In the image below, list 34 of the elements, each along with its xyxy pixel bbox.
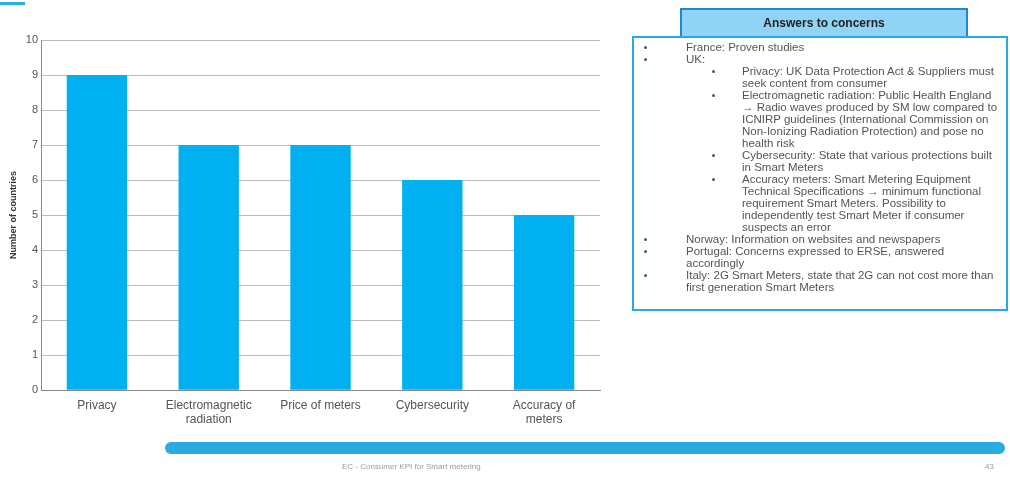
y-tick-label: 3 — [31, 278, 39, 291]
text: Italy: 2G Smart Meters, state that 2G can not cost more than first generation Smart Meters — [686, 269, 995, 293]
x-tick-label: Price of meters — [280, 397, 361, 412]
text: Norway: Information on websites and newspapers — [686, 233, 942, 245]
text: Portugal: Concerns expressed to ERSE, answered accordingly — [686, 245, 946, 269]
y-tick-label: 2 — [31, 313, 39, 326]
text: Privacy: UK Data Protection Act & Suppliers must seek content from consumer — [742, 65, 995, 89]
bar — [290, 145, 351, 390]
bar — [178, 145, 239, 390]
text: Answers to concerns — [680, 8, 968, 36]
text: 43 — [985, 462, 994, 471]
y-tick-label: 6 — [31, 173, 39, 186]
text: France: Proven studies — [686, 41, 806, 53]
y-tick-label: 1 — [31, 348, 39, 361]
y-tick-label: 0 — [31, 383, 39, 396]
y-tick-label: 8 — [31, 103, 39, 116]
text: EC - Consumer KPI for Smart metering — [342, 462, 481, 471]
x-tick-label: Cybersecurity — [395, 397, 469, 412]
x-tick-label: Accuracy of meters — [512, 397, 577, 427]
y-tick-label: 7 — [31, 138, 39, 151]
text: Cybersecurity: State that various protections built in Smart Meters — [742, 149, 993, 173]
y-tick-label: 4 — [31, 243, 39, 256]
text: UK: — [686, 53, 707, 65]
y-tick-label: 9 — [31, 68, 39, 81]
bar — [513, 215, 575, 390]
y-tick-label: 10 — [25, 33, 39, 46]
text: Electromagnetic radiation: Public Health England → Radio waves produced by SM low compared to ICNIRP guidelines (International Commission on Non-Ionizing Radiation Protection) and pose no health risk — [742, 89, 999, 149]
bar — [402, 180, 463, 390]
bar — [66, 75, 128, 390]
y-axis-title: Number of countries — [7, 171, 18, 260]
x-tick-label: Privacy — [77, 397, 117, 412]
y-tick-label: 5 — [31, 208, 39, 221]
x-tick-label: Electromagnetic radiation — [165, 397, 252, 427]
text: Accuracy meters: Smart Metering Equipment Technical Specifications → minimum functional requirement Smart Meters. Possibility to independently test Smart Meter if consumer suspects an error — [742, 173, 983, 233]
